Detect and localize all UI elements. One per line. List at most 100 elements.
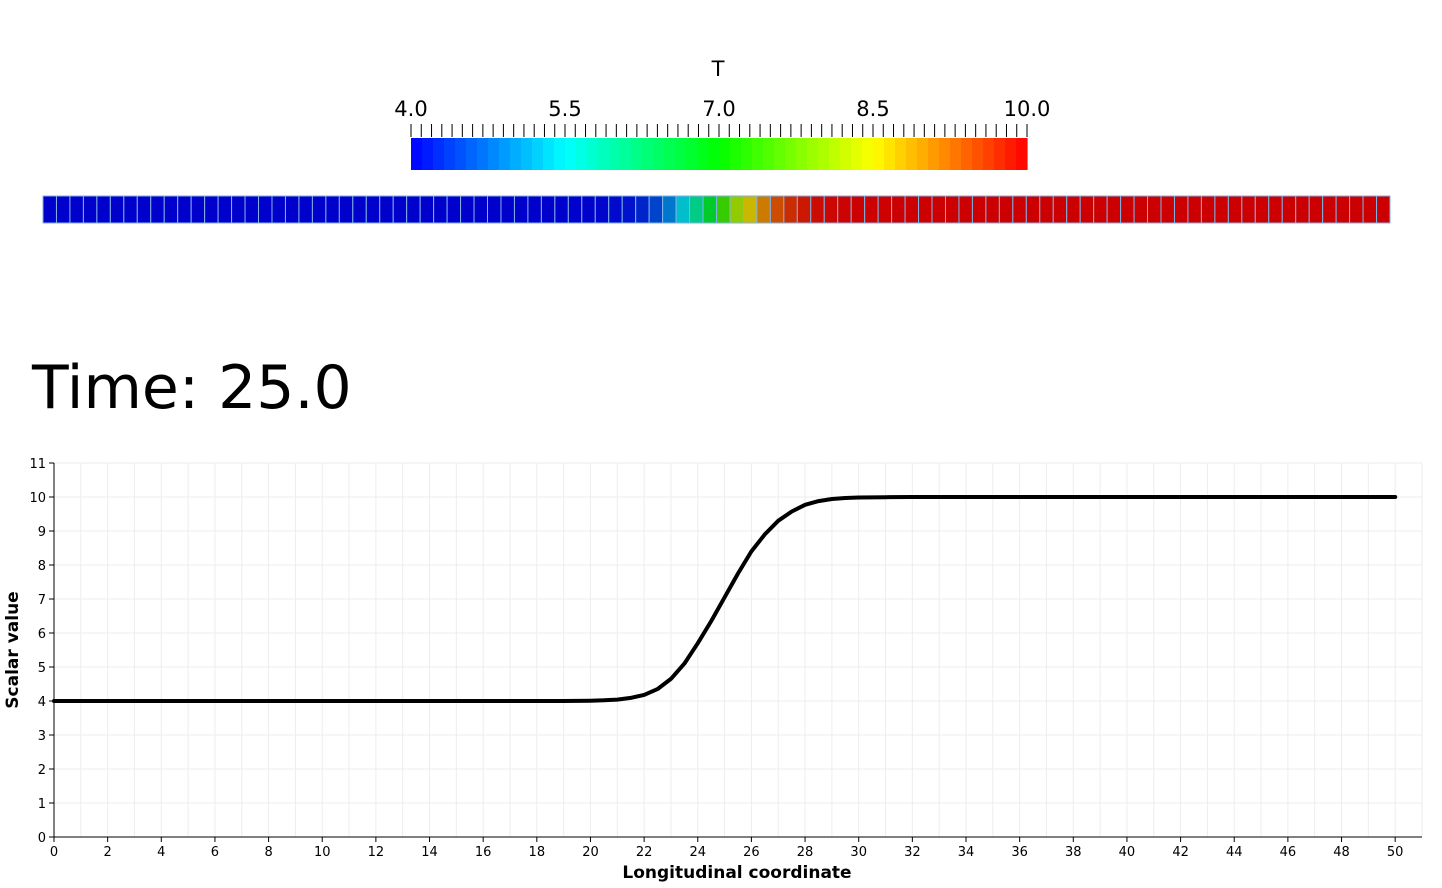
x-axis-title: Longitudinal coordinate [622, 863, 851, 883]
color-legend-swatch [554, 138, 566, 170]
x-tick-label: 20 [582, 845, 599, 860]
strip-cell [540, 195, 556, 224]
y-tick-label: 4 [38, 695, 46, 710]
color-legend-swatch [884, 138, 896, 170]
strip-cell [1268, 195, 1283, 224]
strip-cell [365, 195, 381, 224]
x-tick-label: 22 [636, 845, 653, 860]
strip-cell [460, 195, 475, 224]
x-tick-label: 36 [1011, 845, 1028, 860]
strip-cell [958, 195, 973, 224]
color-legend-swatch [609, 138, 621, 170]
strip-cell [1362, 195, 1378, 224]
color-legend-swatch [917, 138, 929, 170]
color-legend-title: T [711, 57, 725, 81]
color-legend-swatch [840, 138, 852, 170]
scalar-field-strip [42, 195, 1391, 224]
strip-cell [392, 195, 408, 224]
strip-cell [1147, 195, 1162, 224]
color-legend-swatch [939, 138, 951, 170]
strip-cell [338, 195, 354, 224]
strip-cell [1241, 195, 1256, 224]
color-legend-swatch [521, 138, 533, 170]
y-tick-label: 6 [38, 627, 46, 642]
strip-cell [1133, 195, 1149, 224]
y-tick-label: 3 [38, 729, 46, 744]
color-legend-swatch [565, 138, 577, 170]
color-legend-swatch [906, 138, 918, 170]
x-tick-label: 40 [1119, 845, 1136, 860]
color-legend-swatch [620, 138, 632, 170]
color-legend-swatch [422, 138, 434, 170]
strip-cell [837, 195, 852, 224]
strip-cell [109, 195, 125, 224]
strip-cell [796, 195, 812, 224]
color-legend-swatch [774, 138, 786, 170]
y-tick-label: 2 [38, 763, 46, 778]
color-legend-swatch [1005, 138, 1017, 170]
color-legend-swatch [719, 138, 731, 170]
color-legend-swatch [862, 138, 874, 170]
y-tick-label: 11 [29, 457, 46, 472]
color-legend-swatch [598, 138, 610, 170]
strip-cell [258, 195, 273, 224]
color-legend-label: 8.5 [856, 97, 889, 121]
strip-cell [1254, 195, 1270, 224]
strip-cell [271, 195, 286, 224]
color-legend-swatch [785, 138, 797, 170]
x-tick-label: 46 [1280, 845, 1297, 860]
color-legend-swatch [488, 138, 500, 170]
y-tick-label: 5 [38, 661, 46, 676]
y-tick-label: 1 [38, 797, 46, 812]
color-legend-swatch [631, 138, 643, 170]
strip-cell [1200, 195, 1216, 224]
color-legend-bar [411, 138, 1028, 170]
strip-cell [1079, 195, 1095, 224]
strip-cell [1039, 195, 1054, 224]
strip-cell [1093, 195, 1108, 224]
color-legend-swatch [994, 138, 1006, 170]
strip-cell [877, 195, 893, 224]
strip-cell [379, 195, 394, 224]
strip-cell [594, 195, 610, 224]
line-plot: 0 2 4 6 8 10 12 14 16 18 20 22 24 26 28 30 32 34 36 38 40 42 4… [3, 457, 1423, 883]
strip-cell [284, 195, 300, 224]
strip-cell [1160, 195, 1175, 224]
strip-cell [621, 195, 637, 224]
x-tick-label: 50 [1387, 845, 1404, 860]
strip-cell [985, 195, 1000, 224]
color-legend-label: 4.0 [394, 97, 427, 121]
strip-cell [1214, 195, 1229, 224]
x-tick-label: 30 [850, 845, 867, 860]
time-annotation: Time: 25.0 [31, 353, 352, 423]
color-legend-swatch [741, 138, 753, 170]
strip-cell [756, 195, 771, 224]
y-tick-label: 9 [38, 525, 46, 540]
strip-cell [1349, 195, 1364, 224]
strip-cell [689, 195, 704, 224]
x-tick-label: 8 [264, 845, 272, 860]
strip-cell [446, 195, 462, 224]
strip-cell [702, 195, 718, 224]
strip-cell [864, 195, 879, 224]
color-legend-swatch [510, 138, 522, 170]
strip-cell [1295, 195, 1310, 224]
strip-cell [487, 195, 502, 224]
scalar-series-line [52, 495, 1398, 703]
strip-cell [1066, 195, 1081, 224]
strip-cell [217, 195, 233, 224]
x-tick-label: 16 [475, 845, 492, 860]
color-legend-swatch [763, 138, 775, 170]
strip-cell [675, 195, 691, 224]
color-legend-swatch [873, 138, 885, 170]
y-tick-label: 8 [38, 559, 46, 574]
color-legend-swatch [433, 138, 445, 170]
strip-cell [823, 195, 839, 224]
strip-cell [998, 195, 1014, 224]
strip-cell [1187, 195, 1202, 224]
strip-cell [635, 195, 650, 224]
color-legend-swatch [1016, 138, 1028, 170]
strip-cell [716, 195, 731, 224]
color-legend-swatch [466, 138, 478, 170]
y-axis-title: Scalar value [3, 591, 23, 708]
